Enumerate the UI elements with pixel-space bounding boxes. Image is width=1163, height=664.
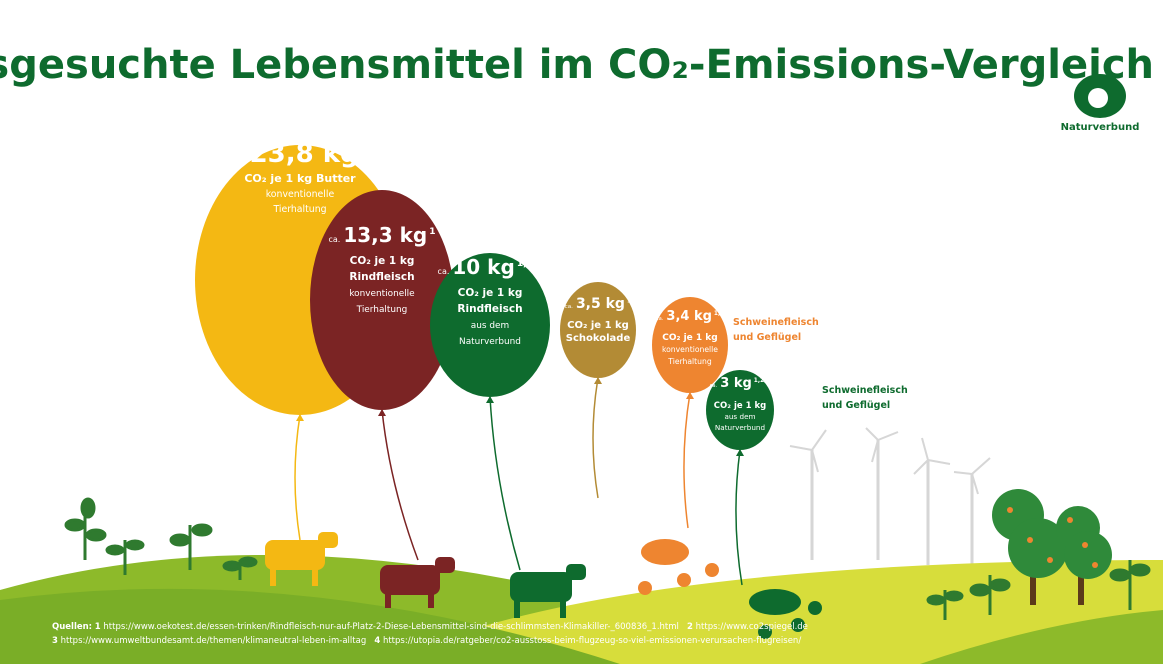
amount: 3,5 kg: [576, 296, 625, 312]
amount-prefix: ca.: [438, 267, 450, 276]
sources-label: Quellen:: [52, 622, 92, 632]
balloon-string: [382, 410, 418, 560]
amount-footnote: 1: [361, 141, 369, 155]
amount: 3 kg: [720, 376, 752, 391]
balloon-knot: [594, 377, 602, 384]
balloon-line: CO₂ je 1 kg: [714, 401, 766, 411]
infographic: Ausgesuchte Lebensmittel im CO₂-Emission…: [0, 0, 1163, 664]
balloon-line: Naturverbund: [459, 337, 521, 347]
amount-footnote: 1: [429, 227, 435, 237]
amount-prefix: ca.: [656, 316, 664, 322]
balloon-line: Schokolade: [566, 333, 631, 344]
balloon-line: CO₂ je 1 kg: [662, 333, 717, 343]
balloon-line: aus dem: [724, 412, 755, 421]
amount: 13,3 kg: [343, 223, 427, 247]
amount-footnote: 1,2,3: [517, 259, 543, 269]
amount: 23,8 kg: [250, 139, 359, 169]
side-label: Schweinefleisch: [822, 385, 908, 396]
balloon-line: aus dem: [471, 321, 509, 331]
balloon-line: Rindfleisch: [349, 271, 414, 283]
balloon-line: Tierhaltung: [356, 305, 408, 315]
source-url: https://www.co2spiegel.de: [696, 622, 808, 632]
title: Ausgesuchte Lebensmittel im CO₂-Emission…: [0, 42, 1154, 88]
source-url: https://www.umweltbundesamt.de/themen/kl…: [61, 636, 367, 646]
balloon-string: [736, 450, 742, 585]
artwork: Ausgesuchte Lebensmittel im CO₂-Emission…: [0, 0, 1163, 664]
amount-footnote: 1,2,3: [754, 378, 771, 384]
balloon-knot: [736, 449, 744, 456]
balloon-knot: [296, 414, 304, 421]
source-number: 1: [95, 622, 101, 632]
balloon-line: Tierhaltung: [272, 204, 326, 215]
amount-prefix: ca.: [710, 383, 718, 389]
balloon-string: [593, 378, 598, 498]
amount-prefix: ca.: [328, 235, 340, 244]
logo-text: Naturverbund: [1061, 122, 1140, 133]
wind-turbines: [790, 428, 990, 565]
balloon-line: konventionelle: [662, 345, 718, 354]
sources: Quellen: 1 https://www.oekotest.de/essen…: [52, 620, 1112, 648]
balloon-line: konventionelle: [349, 289, 414, 299]
source-number: 2: [687, 622, 693, 632]
balloon-line: Naturverbund: [715, 423, 765, 432]
side-label: und Geflügel: [822, 400, 890, 411]
side-label: Schweinefleisch: [733, 317, 819, 328]
balloon-line: Rindfleisch: [457, 303, 522, 315]
source-url: https://www.oekotest.de/essen-trinken/Ri…: [103, 622, 678, 632]
balloon-line: CO₂ je 1 kg: [458, 287, 523, 299]
amount: 10 kg: [452, 255, 514, 279]
balloon-line: CO₂ je 1 kg: [567, 320, 629, 331]
balloon-string: [295, 415, 300, 540]
amount-footnote: 1,2: [714, 311, 724, 317]
amount-prefix: ca.: [565, 304, 574, 310]
amount-prefix: ca.: [231, 153, 246, 165]
balloon-line: CO₂ je 1 kg: [350, 255, 415, 267]
amount: 3,4 kg: [666, 309, 712, 324]
balloon-knot: [686, 392, 694, 399]
balloon-string: [490, 397, 520, 570]
balloon-knot: [486, 396, 494, 403]
balloon-line: Tierhaltung: [667, 357, 712, 366]
balloon-string: [684, 393, 690, 528]
side-label: und Geflügel: [733, 332, 801, 343]
amount-footnote: 1: [627, 297, 631, 304]
source-url: https://utopia.de/ratgeber/co2-ausstoss-…: [383, 636, 801, 646]
balloon-knot: [378, 409, 386, 416]
balloon-line: CO₂ je 1 kg Butter: [244, 172, 356, 185]
balloon-line: konventionelle: [266, 189, 335, 200]
source-number: 4: [374, 636, 380, 646]
source-number: 3: [52, 636, 58, 646]
